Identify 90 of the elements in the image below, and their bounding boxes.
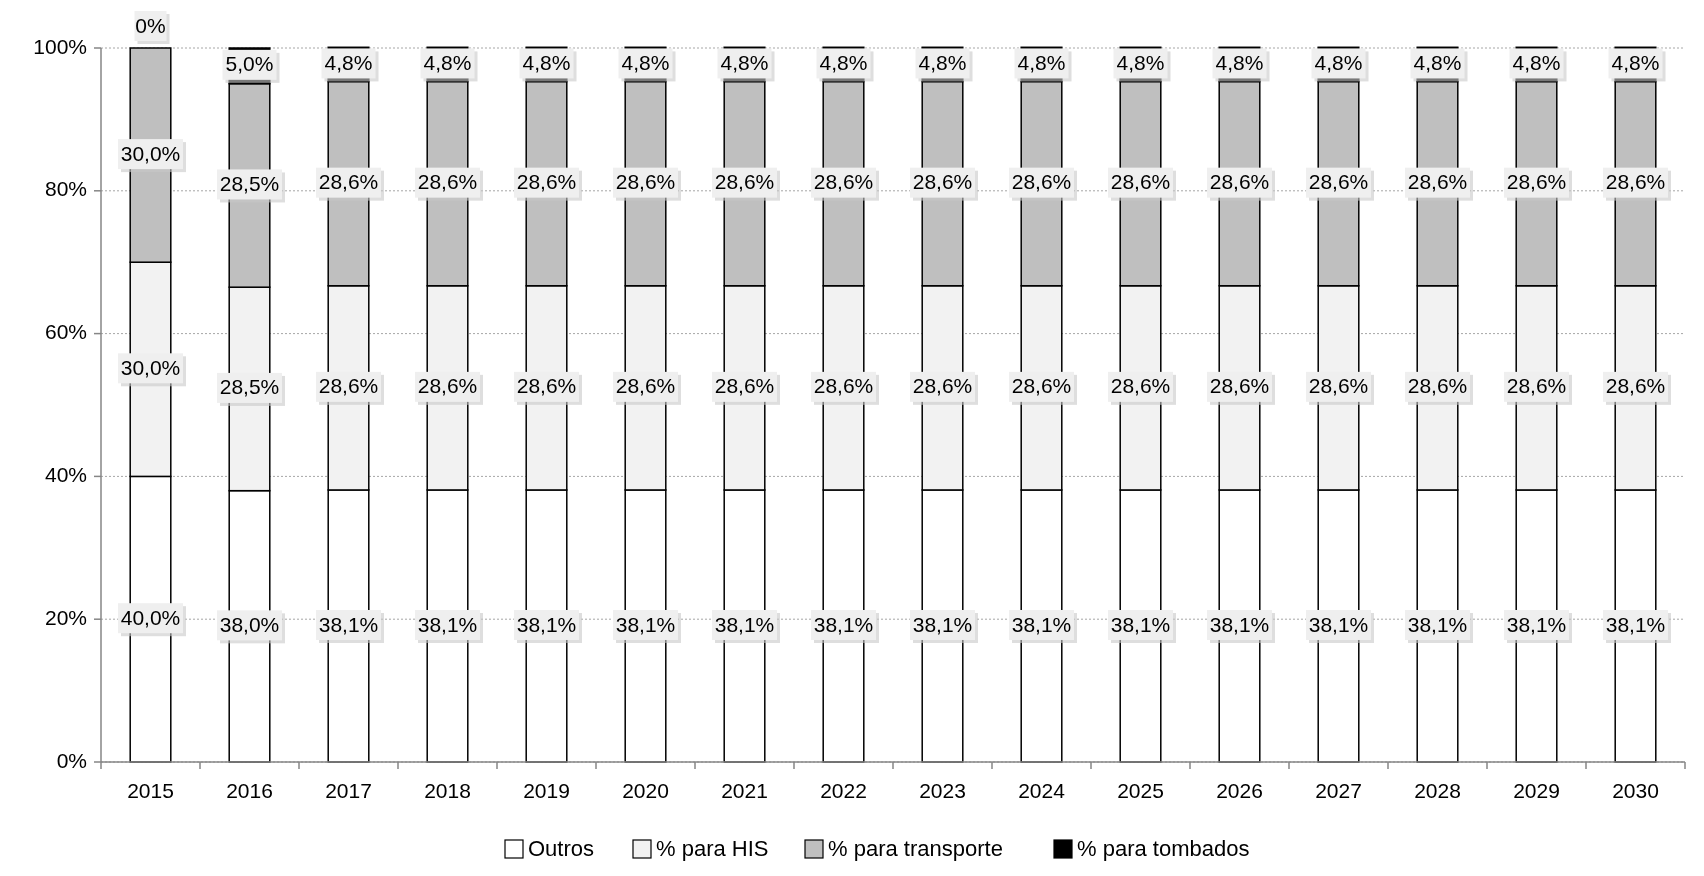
y-tick-label: 60% xyxy=(44,320,87,344)
y-tick-label: 100% xyxy=(33,34,87,58)
data-label: 28,6% xyxy=(1506,170,1567,194)
data-label: 38,1% xyxy=(813,612,874,636)
x-tick-label: 2020 xyxy=(622,779,669,802)
data-label: 4,8% xyxy=(1512,50,1561,74)
data-label: 4,8% xyxy=(522,50,571,74)
data-label: 38,1% xyxy=(615,612,676,636)
data-label: 4,8% xyxy=(1314,50,1363,74)
y-tick-label: 80% xyxy=(44,177,87,201)
data-label: 28,6% xyxy=(1011,374,1072,398)
data-label: 28,6% xyxy=(1407,170,1468,194)
x-tick-label: 2022 xyxy=(820,779,867,802)
x-tick-label: 2028 xyxy=(1414,779,1461,802)
data-label: 4,8% xyxy=(918,50,967,74)
data-label: 28,6% xyxy=(1209,374,1270,398)
data-label: 38,1% xyxy=(1308,612,1369,636)
legend-label: % para transporte xyxy=(828,836,1003,861)
data-label: 38,1% xyxy=(516,612,577,636)
x-tick-label: 2029 xyxy=(1513,779,1560,802)
data-label: 28,6% xyxy=(1506,374,1567,398)
x-tick-label: 2018 xyxy=(424,779,471,802)
data-label: 4,8% xyxy=(1413,50,1462,74)
data-label: 28,6% xyxy=(1110,170,1171,194)
data-label: 28,6% xyxy=(318,170,379,194)
x-tick-label: 2026 xyxy=(1216,779,1263,802)
data-label: 28,6% xyxy=(417,374,478,398)
data-label: 28,6% xyxy=(714,374,775,398)
data-label: 4,8% xyxy=(1017,50,1066,74)
data-label: 30,0% xyxy=(120,141,181,165)
data-label: 28,6% xyxy=(813,374,874,398)
x-tick-label: 2030 xyxy=(1612,779,1659,802)
x-tick-label: 2016 xyxy=(226,779,273,802)
data-label: 40,0% xyxy=(120,605,181,629)
y-tick-label: 40% xyxy=(44,462,87,486)
x-tick-label: 2019 xyxy=(523,779,570,802)
x-tick-label: 2017 xyxy=(325,779,372,802)
data-label: 4,8% xyxy=(423,50,472,74)
data-label: 38,1% xyxy=(912,612,973,636)
data-label: 0% xyxy=(135,13,166,37)
data-label: 4,8% xyxy=(324,50,373,74)
data-label: 38,1% xyxy=(1506,612,1567,636)
data-label: 4,8% xyxy=(819,50,868,74)
data-label: 28,6% xyxy=(1110,374,1171,398)
data-label: 38,1% xyxy=(318,612,379,636)
data-label: 28,6% xyxy=(1407,374,1468,398)
data-label: 38,1% xyxy=(1605,612,1666,636)
data-label: 28,5% xyxy=(219,375,280,399)
data-label: 28,6% xyxy=(1209,170,1270,194)
x-tick-label: 2015 xyxy=(127,779,174,802)
data-label: 28,6% xyxy=(912,170,973,194)
data-label: 5,0% xyxy=(225,52,274,76)
data-label: 28,6% xyxy=(615,170,676,194)
x-tick-label: 2025 xyxy=(1117,779,1164,802)
data-label: 4,8% xyxy=(1116,50,1165,74)
x-tick-label: 2027 xyxy=(1315,779,1362,802)
data-label: 38,1% xyxy=(1011,612,1072,636)
data-label: 30,0% xyxy=(120,355,181,379)
data-label: 28,6% xyxy=(318,374,379,398)
y-tick-label: 0% xyxy=(56,748,87,772)
data-label: 4,8% xyxy=(621,50,670,74)
x-tick-label: 2024 xyxy=(1018,779,1066,802)
data-label: 28,6% xyxy=(714,170,775,194)
data-label: 38,1% xyxy=(1110,612,1171,636)
data-label: 4,8% xyxy=(720,50,769,74)
y-tick-label: 20% xyxy=(44,605,87,629)
data-label: 28,6% xyxy=(1605,374,1666,398)
legend-label: Outros xyxy=(528,836,595,861)
data-label: 28,6% xyxy=(1308,374,1369,398)
data-label: 38,1% xyxy=(1407,612,1468,636)
data-label: 28,6% xyxy=(1011,170,1072,194)
data-label: 28,6% xyxy=(516,374,577,398)
data-label: 28,6% xyxy=(417,170,478,194)
data-label: 28,6% xyxy=(912,374,973,398)
data-label: 28,6% xyxy=(1605,170,1666,194)
data-label: 28,6% xyxy=(1308,170,1369,194)
data-label: 28,6% xyxy=(615,374,676,398)
legend-label: % para tombados xyxy=(1077,836,1250,861)
data-label: 4,8% xyxy=(1611,50,1660,74)
data-label: 38,1% xyxy=(1209,612,1270,636)
x-tick-label: 2021 xyxy=(721,779,768,802)
data-label: 38,1% xyxy=(417,612,478,636)
data-label: 28,6% xyxy=(516,170,577,194)
legend-label: % para HIS xyxy=(656,836,769,861)
data-label: 38,0% xyxy=(219,612,280,636)
data-label: 4,8% xyxy=(1215,50,1264,74)
data-label: 28,6% xyxy=(813,170,874,194)
data-label: 38,1% xyxy=(714,612,775,636)
x-tick-label: 2023 xyxy=(919,779,966,802)
data-label: 28,5% xyxy=(219,171,280,195)
